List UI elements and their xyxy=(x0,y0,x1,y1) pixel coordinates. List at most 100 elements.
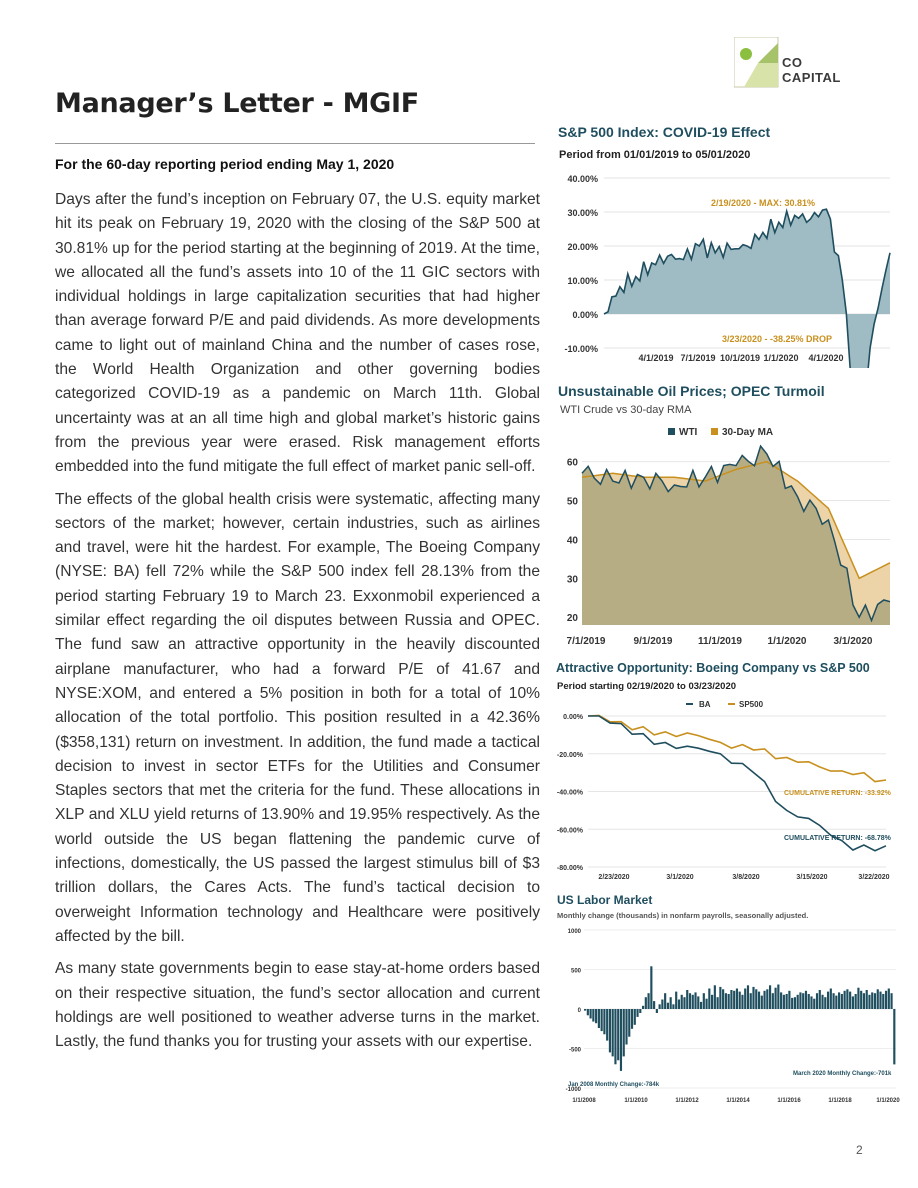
sp500-x-tick: 7/1/2019 xyxy=(680,353,715,363)
boeing-y-tick: 0.00% xyxy=(563,714,584,721)
labor-bar xyxy=(680,994,683,1009)
wti-line xyxy=(581,444,891,623)
labor-bar xyxy=(672,1004,675,1009)
labor-bar xyxy=(749,993,752,1009)
page-title: Manager’s Letter - MGIF xyxy=(55,88,419,119)
labor-y-tick: -1000 xyxy=(566,1087,582,1093)
labor-bar xyxy=(840,994,843,1009)
labor-x-tick: 1/1/2016 xyxy=(777,1098,801,1104)
labor-bar xyxy=(708,988,711,1009)
labor-bar xyxy=(702,993,705,1009)
labor-x-tick: 1/1/2014 xyxy=(726,1098,750,1104)
oil-chart: WTI 30-Day MA 60 50 40 30 20 7/1/2019 9/1/2019 11… xyxy=(567,427,891,647)
logo-mark-icon xyxy=(733,36,779,88)
ma-line xyxy=(581,460,891,580)
labor-bar xyxy=(636,1009,639,1017)
ma-legend-swatch xyxy=(711,428,718,435)
labor-bar xyxy=(597,1009,600,1028)
labor-bar xyxy=(807,994,810,1009)
sp500-line xyxy=(587,714,887,783)
page-number: 2 xyxy=(856,1143,863,1157)
labor-bar xyxy=(694,992,697,1009)
logo-text: CO CAPITAL xyxy=(782,55,841,85)
oil-x-tick: 9/1/2019 xyxy=(634,636,673,647)
sp500-y-tick: 30.00% xyxy=(567,208,598,218)
labor-bar xyxy=(592,1009,595,1022)
company-logo: CO CAPITAL xyxy=(733,36,864,89)
labor-x-tick: 1/1/2018 xyxy=(828,1098,852,1104)
labor-bar xyxy=(699,1001,703,1009)
labor-bar xyxy=(589,1009,592,1019)
oil-y-tick: 30 xyxy=(567,574,579,585)
oil-y-tick: 20 xyxy=(567,613,579,624)
labor-bar xyxy=(628,1009,631,1037)
labor-bar xyxy=(818,990,821,1009)
labor-x-tick: 1/1/2012 xyxy=(675,1098,699,1104)
labor-bar xyxy=(760,995,763,1009)
labor-bar xyxy=(586,1009,589,1016)
labor-bar xyxy=(647,993,650,1009)
labor-bar xyxy=(730,990,733,1009)
ba-return-annotation: CUMULATIVE RETURN: -68.78% xyxy=(784,835,892,842)
labor-bar xyxy=(777,984,780,1009)
oil-x-tick: 1/1/2020 xyxy=(768,636,807,647)
labor-bar xyxy=(724,993,727,1009)
labor-bar xyxy=(893,1009,896,1065)
labor-bar xyxy=(716,997,719,1009)
boeing-chart-title: Attractive Opportunity: Boeing Company v… xyxy=(556,661,870,675)
boeing-y-tick: -40.00% xyxy=(557,790,584,797)
sp500-y-tick: 10.00% xyxy=(567,276,598,286)
sp500-y-tick: 20.00% xyxy=(567,242,598,252)
labor-bar xyxy=(746,985,750,1009)
sp500-drop-annotation: 3/23/2020 - -38.25% DROP xyxy=(722,334,832,344)
oil-x-tick: 3/1/2020 xyxy=(834,636,873,647)
labor-bar xyxy=(802,993,805,1009)
ba-line xyxy=(588,715,887,852)
labor-chart-subtitle: Monthly change (thousands) in nonfarm pa… xyxy=(557,911,809,920)
sp500-chart: 40.00% 30.00% 20.00% 10.00% 0.00% -10.00% 4/1/… xyxy=(564,174,891,368)
labor-bar xyxy=(669,997,672,1009)
labor-bar xyxy=(882,994,885,1009)
labor-bar xyxy=(815,993,819,1009)
labor-y-tick: 500 xyxy=(571,969,582,975)
labor-bar xyxy=(796,994,799,1009)
labor-bar xyxy=(611,1009,614,1057)
labor-x-tick: 1/1/2020 xyxy=(876,1098,900,1104)
labor-bar xyxy=(697,996,700,1009)
labor-bar xyxy=(782,994,785,1009)
labor-bar xyxy=(843,990,846,1009)
boeing-x-tick: 3/8/2020 xyxy=(732,874,759,881)
labor-bar xyxy=(677,999,681,1009)
boeing-x-tick: 3/22/2020 xyxy=(858,874,889,881)
sp500-x-tick: 4/1/2019 xyxy=(638,353,673,363)
wti-legend-swatch xyxy=(668,428,675,435)
labor-bar xyxy=(879,991,882,1009)
sp500-y-tick: 40.00% xyxy=(567,174,598,184)
labor-bar xyxy=(763,990,766,1009)
labor-bar xyxy=(705,998,708,1009)
labor-bar xyxy=(785,994,788,1009)
labor-bar xyxy=(799,992,802,1009)
labor-bar xyxy=(755,989,758,1010)
labor-bar xyxy=(873,993,877,1009)
boeing-chart-subtitle: Period starting 02/19/2020 to 03/23/2020 xyxy=(557,681,737,692)
wti-legend-label: WTI xyxy=(679,427,698,438)
reporting-period: For the 60-day reporting period ending M… xyxy=(55,156,395,172)
labor-bar xyxy=(641,1005,645,1009)
labor-bar xyxy=(810,996,813,1009)
labor-bar xyxy=(633,1009,636,1025)
labor-bar xyxy=(688,993,692,1009)
oil-y-tick: 40 xyxy=(567,535,579,546)
boeing-x-tick: 3/1/2020 xyxy=(666,874,693,881)
paragraph-2: The effects of the global health crisis … xyxy=(55,490,540,945)
labor-bar xyxy=(608,1009,612,1053)
labor-chart: 1000 500 0 -500 -1000 1/1/2008 1/1/2010 1/1/201… xyxy=(566,929,901,1104)
labor-bar xyxy=(838,992,841,1009)
labor-bar xyxy=(686,990,689,1009)
labor-bar xyxy=(774,987,777,1009)
sp500-max-annotation: 2/19/2020 - MAX: 30.81% xyxy=(711,198,815,208)
labor-bar xyxy=(793,997,796,1009)
jan2008-annotation: Jan 2008 Monthly Change:-784k xyxy=(568,1082,660,1088)
labor-bar xyxy=(832,993,835,1009)
labor-bar xyxy=(868,994,871,1009)
